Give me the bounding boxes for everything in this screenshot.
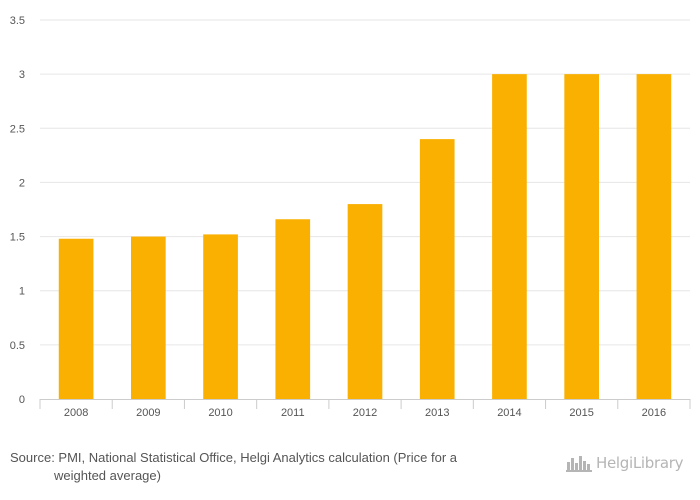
bar-chart: 0 0.5 1 1.5 2 2.5 3 3.5 2008 2009 2010 2011 2012 201…	[10, 15, 691, 419]
x-tick-label: 2010	[208, 407, 232, 419]
x-tick-label: 2015	[569, 407, 593, 419]
x-axis	[39, 399, 691, 409]
y-tick-label: 2.5	[10, 123, 25, 135]
bar-2008	[58, 238, 94, 399]
bar-2014	[492, 74, 527, 400]
bar-2013	[419, 139, 455, 399]
x-tick-label: 2012	[353, 407, 377, 419]
y-tick-label: 0	[19, 394, 25, 406]
y-axis-ticks: 0 0.5 1 1.5 2 2.5 3 3.5	[10, 15, 25, 406]
x-axis-ticks: 2008 2009 2010 2011 2012 2013 2014 2015 2016	[64, 407, 666, 419]
bar-2011	[275, 219, 311, 399]
y-tick-label: 2	[19, 177, 25, 189]
bars	[58, 74, 672, 400]
source-line-2: weighted average)	[54, 468, 161, 483]
bar-2012	[347, 204, 383, 399]
bar-2015	[564, 74, 599, 400]
x-tick-label: 2009	[136, 407, 160, 419]
x-tick-label: 2014	[497, 407, 521, 419]
y-tick-label: 3.5	[10, 15, 25, 27]
x-tick-label: 2016	[642, 407, 666, 419]
bar-2016	[636, 74, 672, 400]
y-tick-label: 1	[19, 286, 25, 298]
y-tick-label: 3	[19, 69, 25, 81]
x-tick-label: 2013	[425, 407, 449, 419]
city-skyline-icon	[566, 456, 592, 472]
y-tick-label: 1.5	[10, 232, 25, 244]
source-note: Source: PMI, National Statistical Office…	[10, 449, 530, 485]
source-line-1: Source: PMI, National Statistical Office…	[10, 450, 458, 465]
x-tick-label: 2011	[281, 407, 305, 419]
x-tick-label: 2008	[64, 407, 88, 419]
bar-2009	[131, 236, 166, 399]
logo-text: HelgiLibrary	[596, 454, 684, 472]
helgi-library-logo: HelgiLibrary	[566, 452, 692, 474]
bar-2010	[203, 234, 238, 399]
y-tick-label: 0.5	[10, 340, 25, 352]
